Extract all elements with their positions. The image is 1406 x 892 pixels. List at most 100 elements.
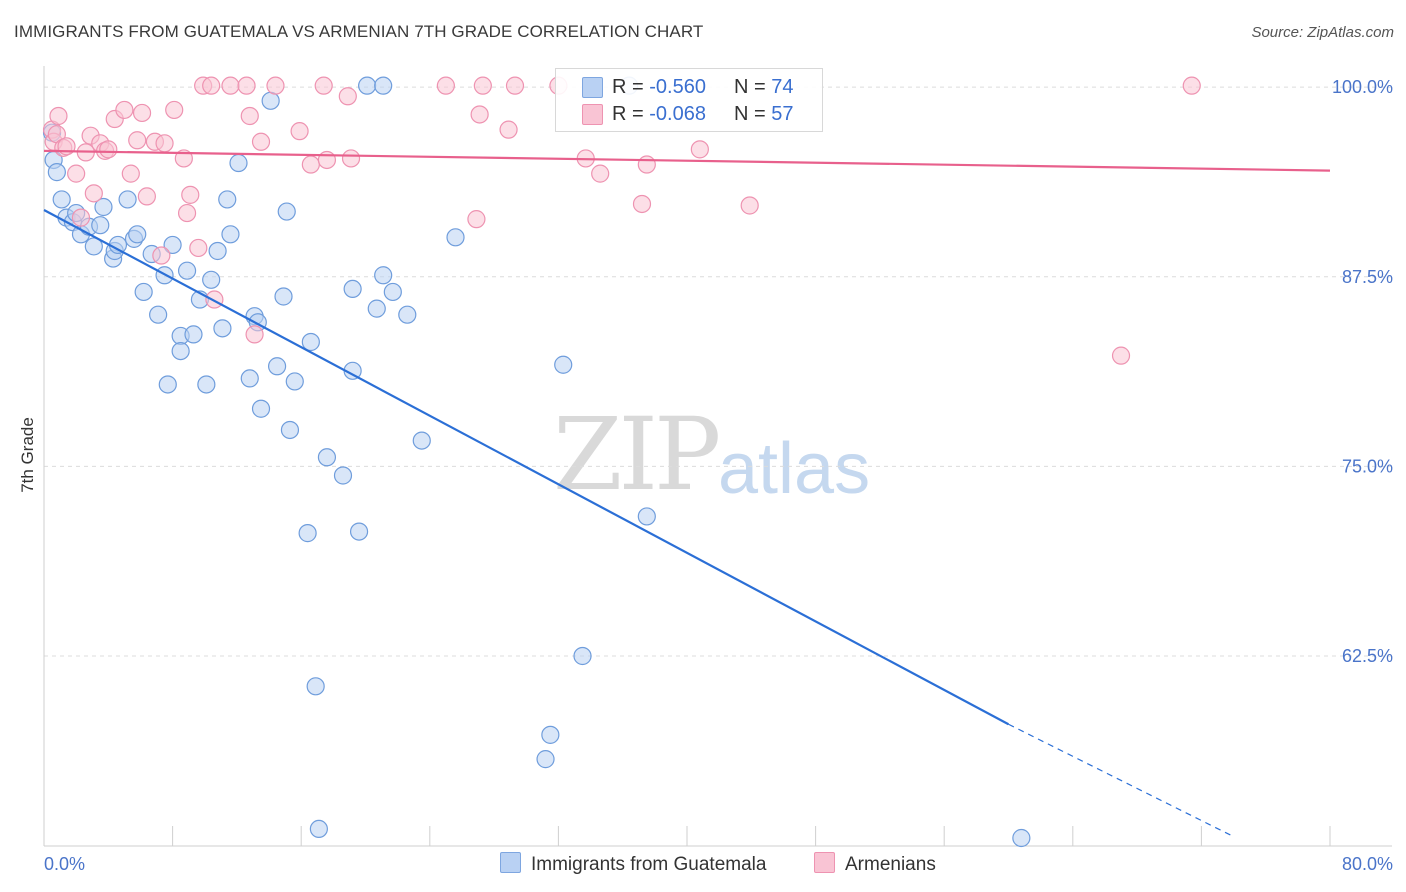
guatemala-point: [118, 190, 137, 209]
guatemala-point: [349, 522, 369, 541]
armenians-point: [632, 194, 652, 214]
guatemala-point: [134, 282, 153, 302]
guatemala-point: [149, 305, 168, 324]
guatemala-point: [1012, 828, 1031, 848]
armenians-point: [1111, 346, 1131, 365]
series-armenians: [42, 76, 1201, 365]
y-tick-label: 75.0%: [1342, 456, 1393, 476]
y-tick-label: 62.5%: [1342, 646, 1393, 666]
guatemala-point: [261, 91, 280, 110]
legend-n-value-armenians: 57: [771, 103, 794, 125]
armenians-point: [240, 106, 259, 126]
guatemala-point: [171, 341, 190, 361]
guatemala-point: [343, 279, 362, 299]
armenians-point: [591, 164, 610, 183]
y-tick-label: 100.0%: [1332, 77, 1393, 97]
armenians-point: [84, 184, 103, 203]
x-tick-label-max: 80.0%: [1342, 854, 1393, 874]
guatemala-point: [637, 507, 656, 526]
guatemala-point: [398, 305, 417, 324]
guatemala-point: [128, 225, 147, 244]
guatemala-point: [274, 287, 293, 306]
bottom-legend-swatch-armenians: [814, 852, 835, 873]
guatemala-point: [240, 369, 259, 388]
guatemala-point: [573, 646, 592, 666]
guatemala-point: [358, 76, 377, 95]
legend-r-label: R =: [612, 76, 644, 98]
armenians-point: [181, 185, 200, 204]
armenians-point: [251, 132, 271, 151]
bottom-legend-guatemala[interactable]: Immigrants from Guatemala: [500, 852, 766, 876]
armenians-point: [290, 122, 309, 141]
armenians-point: [177, 203, 197, 223]
bottom-legend-label-armenians: Armenians: [845, 854, 936, 875]
armenians-point: [266, 76, 285, 95]
chart-title: IMMIGRANTS FROM GUATEMALA VS ARMENIAN 7T…: [14, 22, 704, 41]
axes: [43, 66, 1392, 847]
armenians-point: [740, 196, 759, 215]
correlation-legend: R = -0.560 N = 74 R = -0.068 N = 57: [555, 68, 823, 132]
armenians-point: [49, 106, 68, 126]
guatemala-point: [317, 448, 337, 467]
tick-labels: 100.0% 87.5% 75.0% 62.5% 0.0% 80.0%: [44, 77, 1393, 874]
armenians-point: [467, 210, 486, 229]
guatemala-point: [298, 524, 317, 543]
guatemala-point: [94, 197, 113, 217]
data-points: [42, 76, 1201, 848]
armenians-point: [436, 76, 455, 95]
guatemala-point: [280, 420, 300, 440]
armenians-point: [121, 164, 140, 183]
armenians-point: [505, 76, 525, 95]
armenians-point: [690, 140, 709, 159]
guatemala-point: [213, 319, 232, 338]
watermark-atlas: atlas: [718, 429, 871, 509]
guatemala-point: [177, 261, 197, 280]
armenians-point: [637, 155, 656, 174]
armenians-trend-line: [43, 149, 1331, 172]
armenians-point: [128, 131, 147, 150]
guatemala-point: [108, 235, 128, 255]
guatemala-point: [208, 241, 227, 261]
bottom-legend-label-guatemala: Immigrants from Guatemala: [531, 854, 767, 875]
series-guatemala: [42, 76, 1031, 848]
armenians-point: [1182, 76, 1201, 95]
guatemala-point: [446, 228, 465, 247]
guatemala-point: [285, 372, 304, 391]
bottom-legend-armenians[interactable]: Armenians: [814, 852, 936, 876]
legend-swatch-armenians: [582, 104, 603, 125]
armenians-point: [245, 325, 264, 344]
guatemala-point: [277, 202, 296, 221]
legend-n-label: N =: [734, 76, 766, 98]
guatemala-point: [309, 819, 328, 838]
guatemala-point: [158, 375, 177, 394]
trend-lines: [43, 149, 1331, 836]
armenians-point: [470, 105, 489, 124]
guatemala-point: [333, 466, 353, 485]
armenians-point: [174, 149, 193, 168]
armenians-point: [189, 238, 208, 258]
armenians-point: [221, 76, 240, 95]
guatemala-point: [267, 357, 287, 376]
armenians-point: [67, 164, 86, 183]
armenians-point: [341, 149, 361, 168]
legend-r-label: R =: [612, 103, 644, 125]
guatemala-trend-line: [43, 209, 1010, 726]
guatemala-point: [163, 235, 182, 255]
y-axis-title: 7th Grade: [18, 417, 37, 493]
guatemala-point: [52, 190, 71, 209]
legend-swatch-guatemala: [582, 77, 603, 98]
bottom-legend-swatch-guatemala: [500, 852, 521, 873]
armenians-point: [132, 103, 152, 123]
guatemala-point: [412, 431, 431, 450]
armenians-point: [152, 246, 171, 265]
guatemala-trend-extension: [1008, 723, 1231, 836]
armenians-point: [155, 134, 174, 153]
legend-r-value-armenians: -0.068: [649, 103, 706, 125]
legend-n-value-guatemala: 74: [771, 76, 794, 98]
armenians-point: [165, 100, 184, 120]
guatemala-point: [374, 266, 393, 285]
armenians-point: [205, 290, 224, 309]
armenians-point: [202, 76, 221, 95]
guatemala-point: [536, 750, 555, 769]
